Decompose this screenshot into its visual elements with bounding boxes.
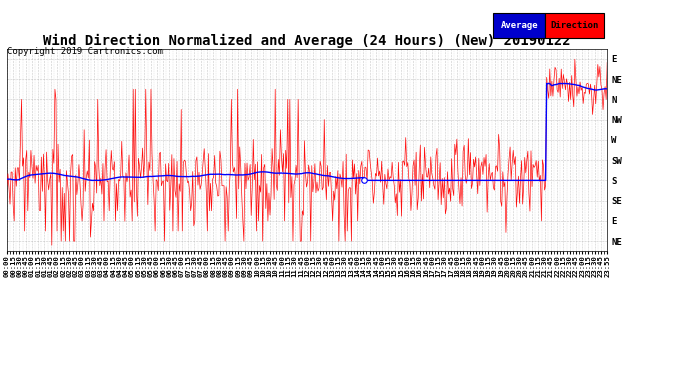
Text: Average: Average xyxy=(500,21,538,30)
Text: Direction: Direction xyxy=(550,21,599,30)
Text: Copyright 2019 Cartronics.com: Copyright 2019 Cartronics.com xyxy=(7,47,163,56)
Title: Wind Direction Normalized and Average (24 Hours) (New) 20190122: Wind Direction Normalized and Average (2… xyxy=(43,33,571,48)
